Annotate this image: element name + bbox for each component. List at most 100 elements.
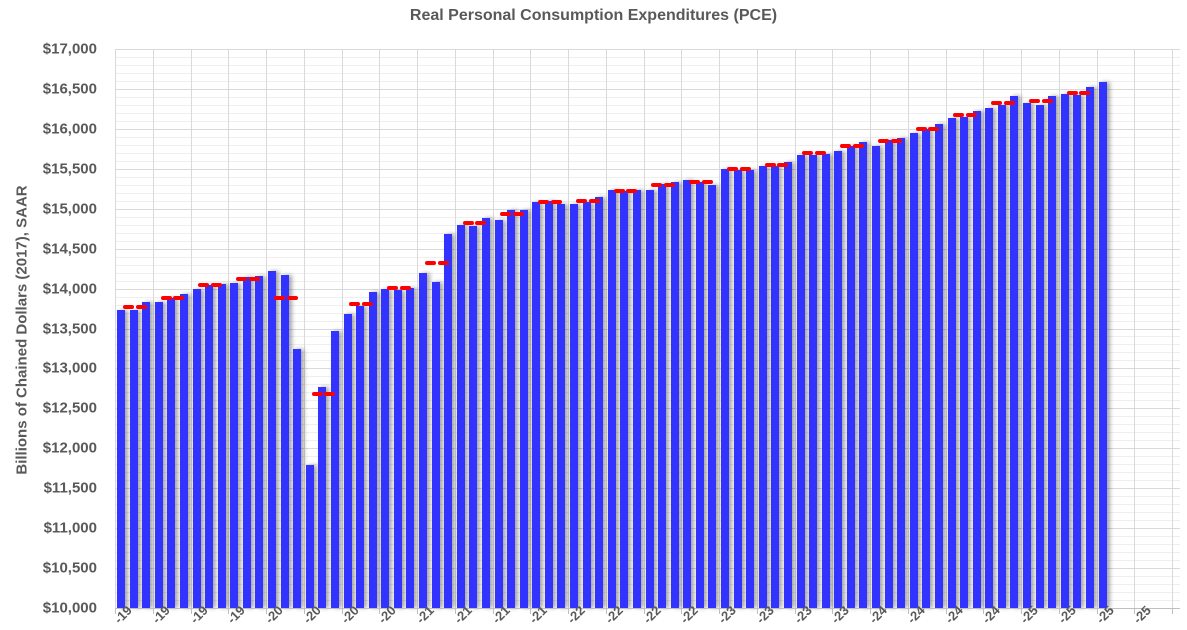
bar-monthly-pce — [570, 203, 578, 608]
bar-monthly-pce — [192, 289, 201, 608]
bar-monthly-pce — [595, 196, 604, 608]
x-tick — [152, 608, 154, 614]
bar-monthly-pce — [721, 168, 729, 608]
bar-monthly-pce — [481, 218, 490, 608]
gridline-horizontal — [115, 80, 1180, 82]
gridline-vertical — [756, 49, 758, 608]
bar-monthly-pce — [368, 291, 377, 608]
bar-monthly-pce — [746, 169, 755, 608]
x-tick — [983, 608, 985, 614]
bar-monthly-pce — [960, 116, 969, 608]
bar-monthly-pce — [117, 310, 125, 608]
quarterly-average-dash — [1028, 99, 1040, 104]
x-tick — [643, 608, 645, 614]
gridline-horizontal — [115, 56, 1180, 58]
quarterly-average-dash — [311, 391, 323, 396]
bar-monthly-pce — [796, 155, 805, 608]
bar-monthly-pce — [909, 132, 918, 608]
gridline-vertical — [945, 49, 947, 608]
bar-monthly-pce — [393, 290, 402, 608]
bar-monthly-pce — [985, 108, 994, 608]
bar-monthly-pce — [972, 111, 981, 608]
gridline-vertical — [907, 49, 909, 608]
y-tick-label: $17,000 — [42, 40, 97, 58]
quarterly-average-dash — [852, 144, 864, 149]
bar-monthly-pce — [1035, 104, 1044, 608]
quarterly-average-dash — [437, 261, 449, 266]
bar-monthly-pce — [469, 226, 478, 608]
gridline-vertical — [870, 49, 871, 608]
bar-monthly-pce — [205, 284, 214, 608]
x-tick — [303, 608, 305, 614]
bar-monthly-pce — [1010, 96, 1019, 608]
x-tick — [605, 608, 607, 614]
bar-monthly-pce — [431, 282, 440, 608]
y-tick-label: $11,000 — [43, 519, 97, 537]
bar-monthly-pce — [1073, 95, 1082, 608]
gridline-vertical — [341, 49, 343, 608]
quarterly-average-dash — [122, 305, 134, 310]
gridline-vertical — [794, 49, 796, 608]
y-tick-label: $12,000 — [42, 439, 97, 457]
x-tick — [832, 608, 834, 614]
bar-monthly-pce — [456, 224, 465, 608]
bar-monthly-pce — [922, 128, 931, 608]
bar-monthly-pce — [683, 179, 692, 608]
gridline-horizontal — [115, 184, 1180, 186]
x-tick — [492, 608, 494, 614]
x-tick — [568, 608, 569, 614]
gridline-horizontal — [115, 104, 1180, 106]
quarterly-average-dash — [424, 261, 436, 266]
gridline-vertical — [983, 49, 985, 608]
quarterly-average-dash — [211, 283, 222, 288]
gridline-vertical — [303, 49, 305, 608]
bar-monthly-pce — [771, 165, 780, 608]
bar-monthly-pce — [242, 277, 251, 608]
bar-monthly-pce — [997, 104, 1006, 608]
quarterly-average-dash — [399, 286, 411, 291]
bar-monthly-pce — [230, 282, 239, 608]
bar-monthly-pce — [582, 202, 591, 608]
bar-monthly-pce — [179, 294, 188, 608]
x-tick — [417, 608, 418, 614]
quarterly-average-dash — [575, 198, 587, 203]
bar-monthly-pce — [381, 288, 390, 608]
quarterly-average-dash — [915, 126, 927, 131]
bar-monthly-pce — [444, 234, 453, 608]
bar-monthly-pce — [507, 210, 516, 608]
y-tick-label: $13,500 — [42, 320, 97, 337]
gridline-vertical — [681, 49, 683, 608]
gridline-horizontal — [115, 64, 1180, 66]
gridline-vertical — [228, 49, 230, 608]
gridline-vertical — [832, 49, 834, 608]
quarterly-average-dash — [777, 162, 789, 167]
gridline-horizontal — [115, 112, 1180, 114]
x-tick — [719, 608, 720, 614]
quarterly-average-dash — [840, 144, 852, 149]
x-tick — [228, 608, 230, 614]
gridline-vertical — [1058, 49, 1060, 608]
bar-monthly-pce — [293, 348, 302, 608]
x-tick — [379, 608, 381, 614]
quarterly-average-dash — [701, 180, 713, 185]
bar-monthly-pce — [1098, 81, 1107, 608]
quarterly-average-dash — [475, 221, 487, 226]
bar-monthly-pce — [557, 203, 566, 608]
gridline-vertical — [1172, 49, 1173, 608]
quarterly-average-dash — [513, 211, 524, 216]
bar-monthly-pce — [809, 155, 818, 608]
gridline-vertical — [379, 49, 381, 608]
quarterly-average-dash — [588, 198, 600, 203]
y-axis-title: Billions of Chained Dollars (2017), SAAR — [13, 185, 31, 475]
bar-monthly-pce — [783, 162, 792, 608]
y-tick-label: $16,000 — [42, 120, 97, 138]
quarterly-average-dash — [966, 113, 977, 118]
bar-monthly-pce — [519, 210, 528, 608]
gridline-vertical — [1096, 49, 1098, 608]
bar-monthly-pce — [1060, 93, 1069, 608]
gridline-vertical — [530, 49, 532, 608]
bar-monthly-pce — [544, 200, 553, 608]
quarterly-average-dash — [953, 113, 965, 118]
bar-monthly-pce — [897, 137, 906, 608]
quarterly-average-dash — [135, 305, 147, 310]
